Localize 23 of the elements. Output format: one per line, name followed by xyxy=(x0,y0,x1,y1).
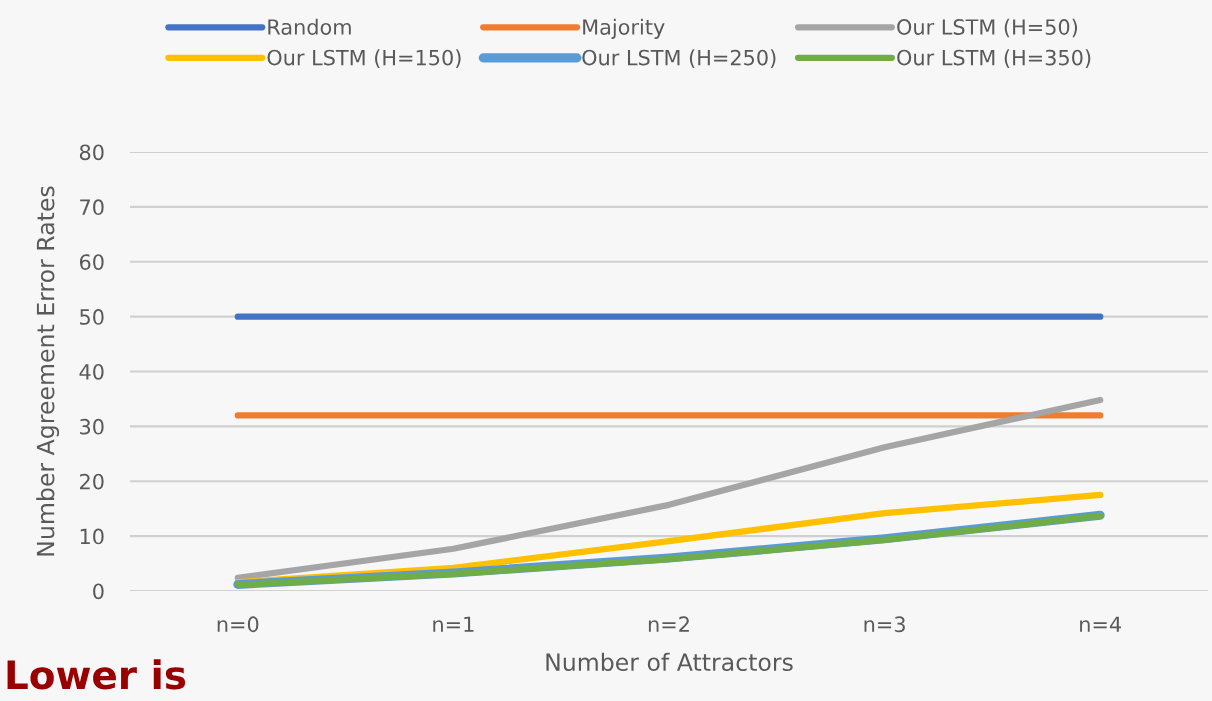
y-tick-label: 30 xyxy=(80,418,104,435)
legend-label: Random xyxy=(268,18,351,35)
legend-label: Our LSTM (H=350) xyxy=(897,49,1091,68)
x-tick-label: n=4 xyxy=(1080,616,1121,632)
legend-label: Our LSTM (H=50) xyxy=(897,18,1078,38)
y-tick-label: 50 xyxy=(80,309,104,325)
y-tick-label: 40 xyxy=(79,363,104,380)
y-tick-label: 0 xyxy=(93,583,104,600)
y-tick-label: 10 xyxy=(80,528,104,545)
y-tick-label: 60 xyxy=(79,254,104,270)
x-tick-label: n=0 xyxy=(217,616,259,633)
x-axis-title: Number of Attractors xyxy=(546,652,793,672)
x-tick-label: n=3 xyxy=(864,616,905,633)
legend-label: Our LSTM (H=150) xyxy=(267,49,461,68)
y-axis-title: Number Agreement Error Rates xyxy=(36,186,60,556)
y-tick-label: 70 xyxy=(80,199,104,216)
x-tick-label: n=1 xyxy=(433,616,474,632)
legend-label: Our LSTM (H=250) xyxy=(582,49,776,68)
text: Lower is xyxy=(7,659,186,690)
y-tick-label: 80 xyxy=(79,144,104,161)
legend-label: Majority xyxy=(583,18,665,39)
y-tick-label: 20 xyxy=(80,473,104,490)
x-tick-label: n=2 xyxy=(648,616,689,632)
